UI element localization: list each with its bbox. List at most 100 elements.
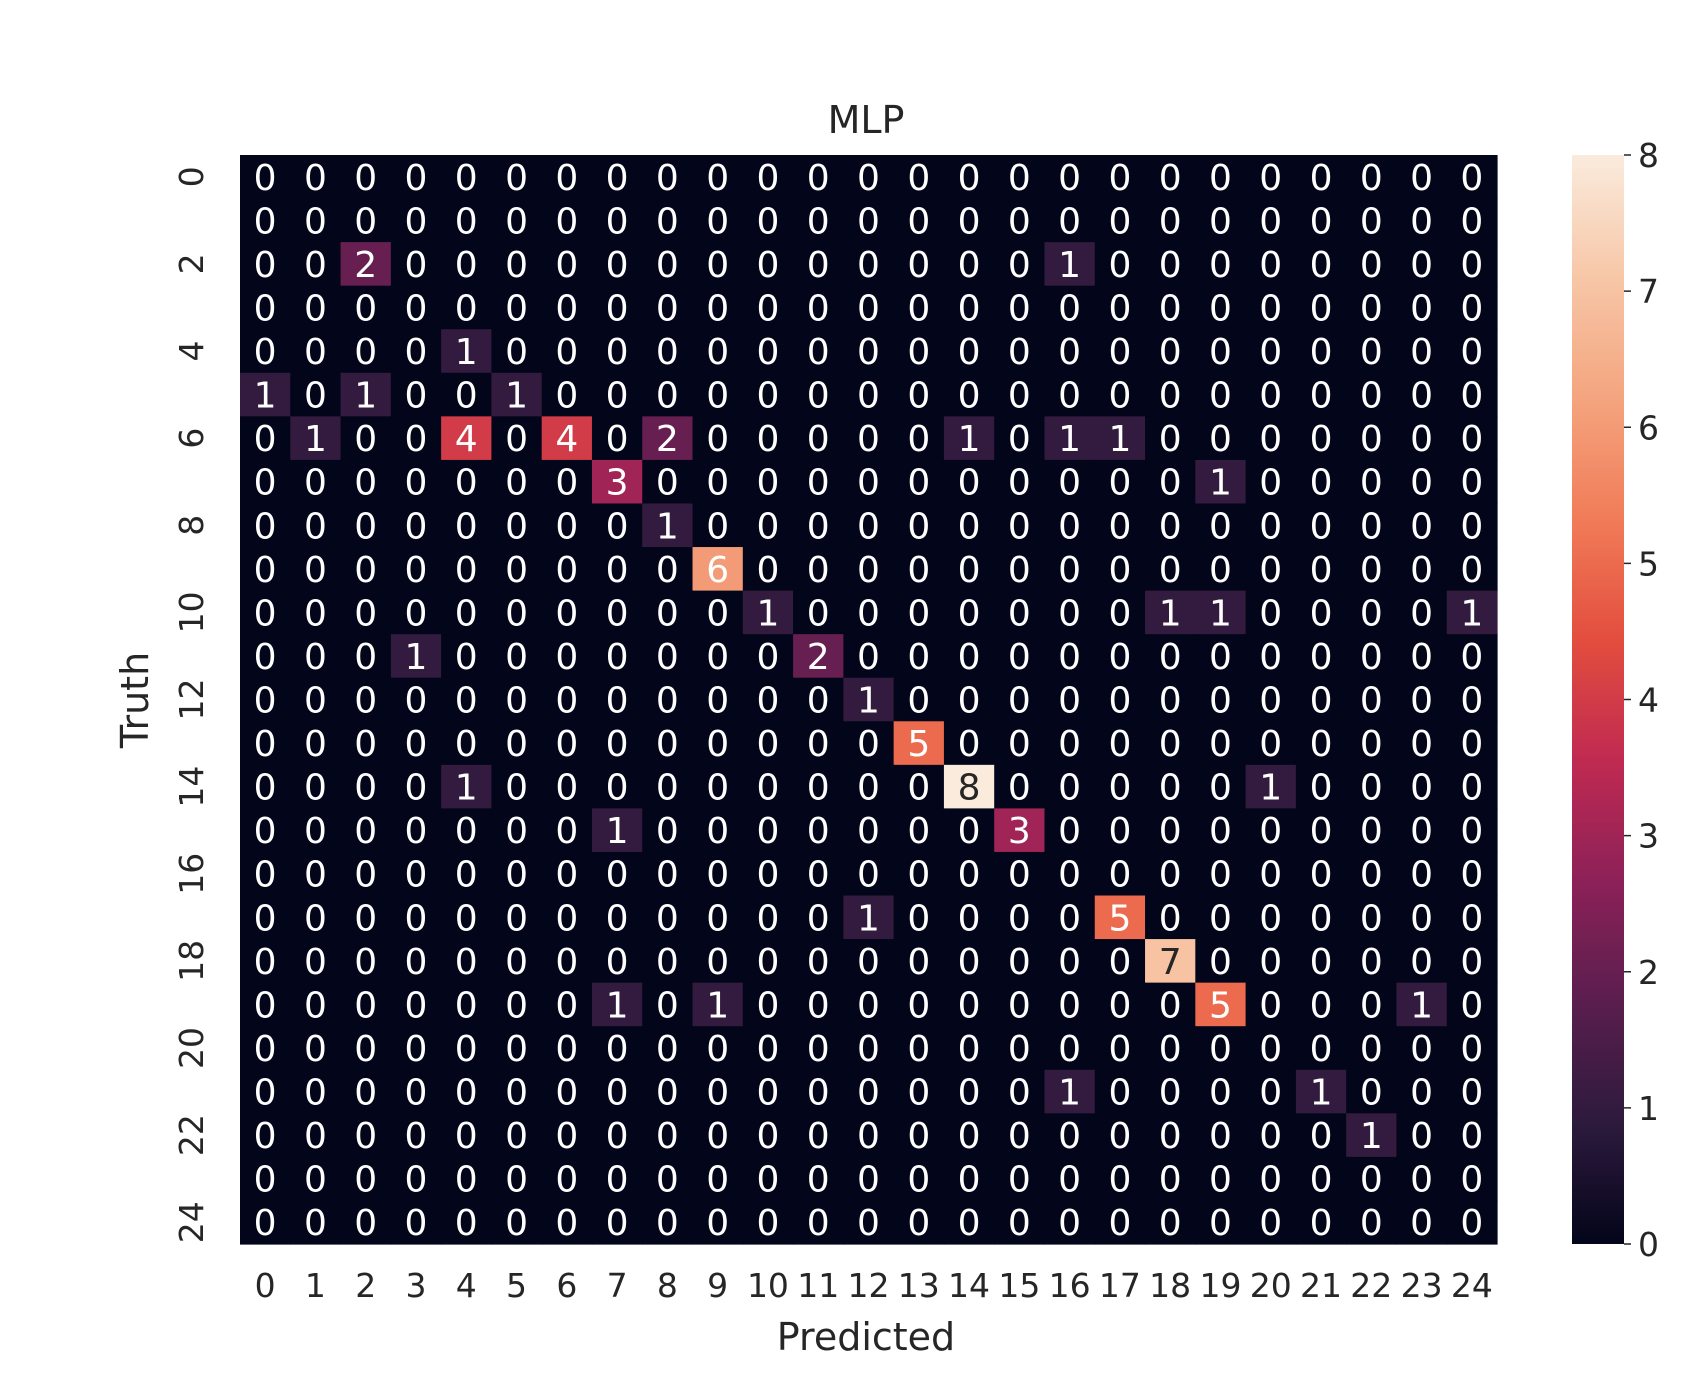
y-axis-label: Truth bbox=[113, 652, 157, 749]
cell-value-label: 0 bbox=[455, 550, 478, 591]
cell-value-label: 5 bbox=[1209, 985, 1232, 1026]
heatmap-cell bbox=[240, 677, 291, 722]
heatmap-cell bbox=[642, 242, 694, 287]
heatmap-cell bbox=[943, 329, 995, 374]
cell-value-label: 0 bbox=[1008, 681, 1031, 722]
heatmap-cell bbox=[994, 982, 1046, 1027]
cell-value-label: 0 bbox=[1460, 376, 1483, 417]
heatmap-cell bbox=[1295, 329, 1347, 374]
heatmap-cell bbox=[240, 808, 291, 853]
heatmap-cell bbox=[943, 1113, 995, 1158]
cell-value-label: 0 bbox=[1159, 681, 1182, 722]
cell-value-label: 0 bbox=[354, 419, 377, 460]
cell-value-label: 1 bbox=[354, 376, 377, 417]
heatmap-cell bbox=[1094, 1200, 1146, 1245]
y-tick-label: 2 bbox=[172, 253, 211, 274]
cell-value-label: 0 bbox=[807, 855, 830, 896]
heatmap-cell bbox=[441, 982, 492, 1027]
cell-value-label: 0 bbox=[505, 1116, 528, 1157]
heatmap-cell bbox=[994, 677, 1046, 722]
cell-value-label: 0 bbox=[857, 506, 880, 547]
heatmap-cell bbox=[1245, 416, 1297, 461]
cell-value-label: 0 bbox=[1159, 768, 1182, 809]
cell-value-label: 0 bbox=[1159, 201, 1182, 242]
cell-value-label: 0 bbox=[1360, 201, 1383, 242]
cell-value-label: 0 bbox=[706, 376, 729, 417]
heatmap-cell bbox=[994, 721, 1046, 766]
heatmap-cell bbox=[1094, 198, 1146, 243]
y-tick-label: 10 bbox=[172, 591, 211, 633]
heatmap-cell bbox=[793, 416, 844, 461]
cell-value-label: 0 bbox=[1360, 681, 1383, 722]
colorbar-tick-label: 3 bbox=[1638, 817, 1659, 856]
heatmap-cell bbox=[390, 1113, 442, 1158]
cell-value-label: 0 bbox=[706, 1116, 729, 1157]
heatmap-cell bbox=[1145, 1069, 1196, 1114]
heatmap-cell bbox=[240, 1069, 291, 1114]
cell-value-label: 0 bbox=[1108, 245, 1131, 286]
heatmap-cell bbox=[1396, 372, 1448, 417]
heatmap-cell bbox=[1245, 285, 1297, 330]
heatmap-cell bbox=[1245, 198, 1297, 243]
heatmap-cell bbox=[1245, 1200, 1297, 1245]
heatmap-cell bbox=[893, 895, 945, 940]
cell-value-label: 0 bbox=[1008, 1116, 1031, 1157]
heatmap-cell bbox=[340, 851, 392, 897]
cell-value-label: 0 bbox=[1259, 201, 1282, 242]
heatmap-cell bbox=[642, 155, 694, 200]
cell-value-label: 0 bbox=[405, 1073, 428, 1114]
heatmap-cell bbox=[390, 459, 442, 505]
cell-value-label: 0 bbox=[958, 724, 981, 765]
cell-value-label: 0 bbox=[455, 811, 478, 852]
heatmap-cell bbox=[340, 372, 392, 417]
heatmap-cell bbox=[491, 503, 543, 548]
heatmap-cell bbox=[441, 1069, 492, 1114]
heatmap-cell bbox=[1245, 677, 1297, 722]
heatmap-cell bbox=[491, 198, 543, 243]
cell-value-label: 0 bbox=[606, 1160, 629, 1201]
x-tick-label: 15 bbox=[998, 1266, 1040, 1305]
heatmap-cell bbox=[591, 242, 643, 287]
heatmap-cell bbox=[642, 982, 694, 1027]
heatmap-cell bbox=[642, 198, 694, 243]
heatmap-cell bbox=[441, 721, 492, 766]
heatmap-cell bbox=[1446, 1069, 1498, 1114]
heatmap-grid: 0 0 0 0 0 0 0 0 0 0 0 0 0 0 0 0 0 0 0 0 0 0 0 0 00 0 0 0 0 0 0 0 0 0 0 0 0 0 0… bbox=[240, 155, 1498, 1245]
y-tick-label: 8 bbox=[172, 515, 211, 536]
heatmap-cell bbox=[742, 372, 794, 417]
cell-value-label: 0 bbox=[1410, 332, 1433, 373]
cell-value-label: 0 bbox=[706, 593, 729, 634]
heatmap-cell bbox=[290, 634, 342, 679]
x-tick-label: 6 bbox=[556, 1266, 577, 1305]
heatmap-cell bbox=[1094, 721, 1146, 766]
cell-value-label: 0 bbox=[1108, 811, 1131, 852]
cell-value-label: 0 bbox=[857, 942, 880, 983]
cell-value-label: 0 bbox=[1410, 724, 1433, 765]
cell-value-label: 0 bbox=[254, 201, 277, 242]
cell-value-label: 0 bbox=[1360, 724, 1383, 765]
heatmap-cell bbox=[793, 590, 844, 635]
cell-value-label: 0 bbox=[405, 811, 428, 852]
cell-value-label: 0 bbox=[1460, 245, 1483, 286]
cell-value-label: 0 bbox=[1008, 245, 1031, 286]
heatmap-cell bbox=[994, 155, 1046, 200]
heatmap-cell bbox=[943, 372, 995, 417]
heatmap-cell bbox=[1245, 895, 1297, 940]
cell-value-label: 0 bbox=[1209, 637, 1232, 678]
cell-value-label: 0 bbox=[907, 1116, 930, 1157]
cell-value-label: 0 bbox=[304, 1203, 327, 1244]
cell-value-label: 0 bbox=[1259, 811, 1282, 852]
heatmap-cell bbox=[591, 1113, 643, 1158]
heatmap-cell bbox=[1446, 1026, 1498, 1071]
cell-value-label: 0 bbox=[958, 985, 981, 1026]
heatmap-cell bbox=[1145, 459, 1196, 505]
heatmap-cell bbox=[541, 1113, 593, 1158]
heatmap-cell bbox=[1145, 939, 1196, 984]
x-tick-label: 2 bbox=[355, 1266, 376, 1305]
cell-value-label: 0 bbox=[1108, 768, 1131, 809]
cell-value-label: 1 bbox=[455, 768, 478, 809]
heatmap-cell bbox=[240, 329, 291, 374]
cell-value-label: 0 bbox=[555, 681, 578, 722]
cell-value-label: 0 bbox=[1259, 506, 1282, 547]
cell-value-label: 0 bbox=[1159, 158, 1182, 199]
